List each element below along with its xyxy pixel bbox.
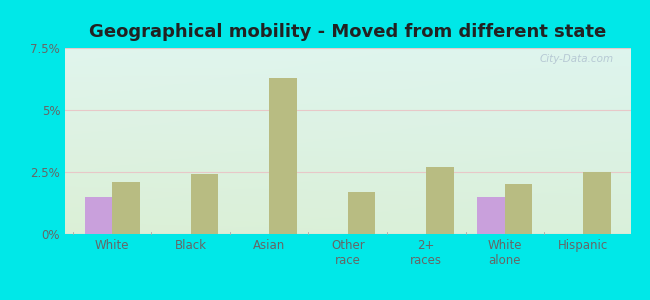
Bar bbox=[505, 184, 532, 234]
Bar bbox=[269, 78, 296, 234]
Bar bbox=[112, 182, 140, 234]
Bar bbox=[477, 197, 505, 234]
Title: Geographical mobility - Moved from different state: Geographical mobility - Moved from diffe… bbox=[89, 23, 606, 41]
Text: City-Data.com: City-Data.com bbox=[540, 54, 614, 64]
Bar bbox=[584, 172, 611, 234]
Bar bbox=[348, 192, 375, 234]
Bar bbox=[84, 197, 112, 234]
Bar bbox=[426, 167, 454, 234]
Bar bbox=[190, 175, 218, 234]
